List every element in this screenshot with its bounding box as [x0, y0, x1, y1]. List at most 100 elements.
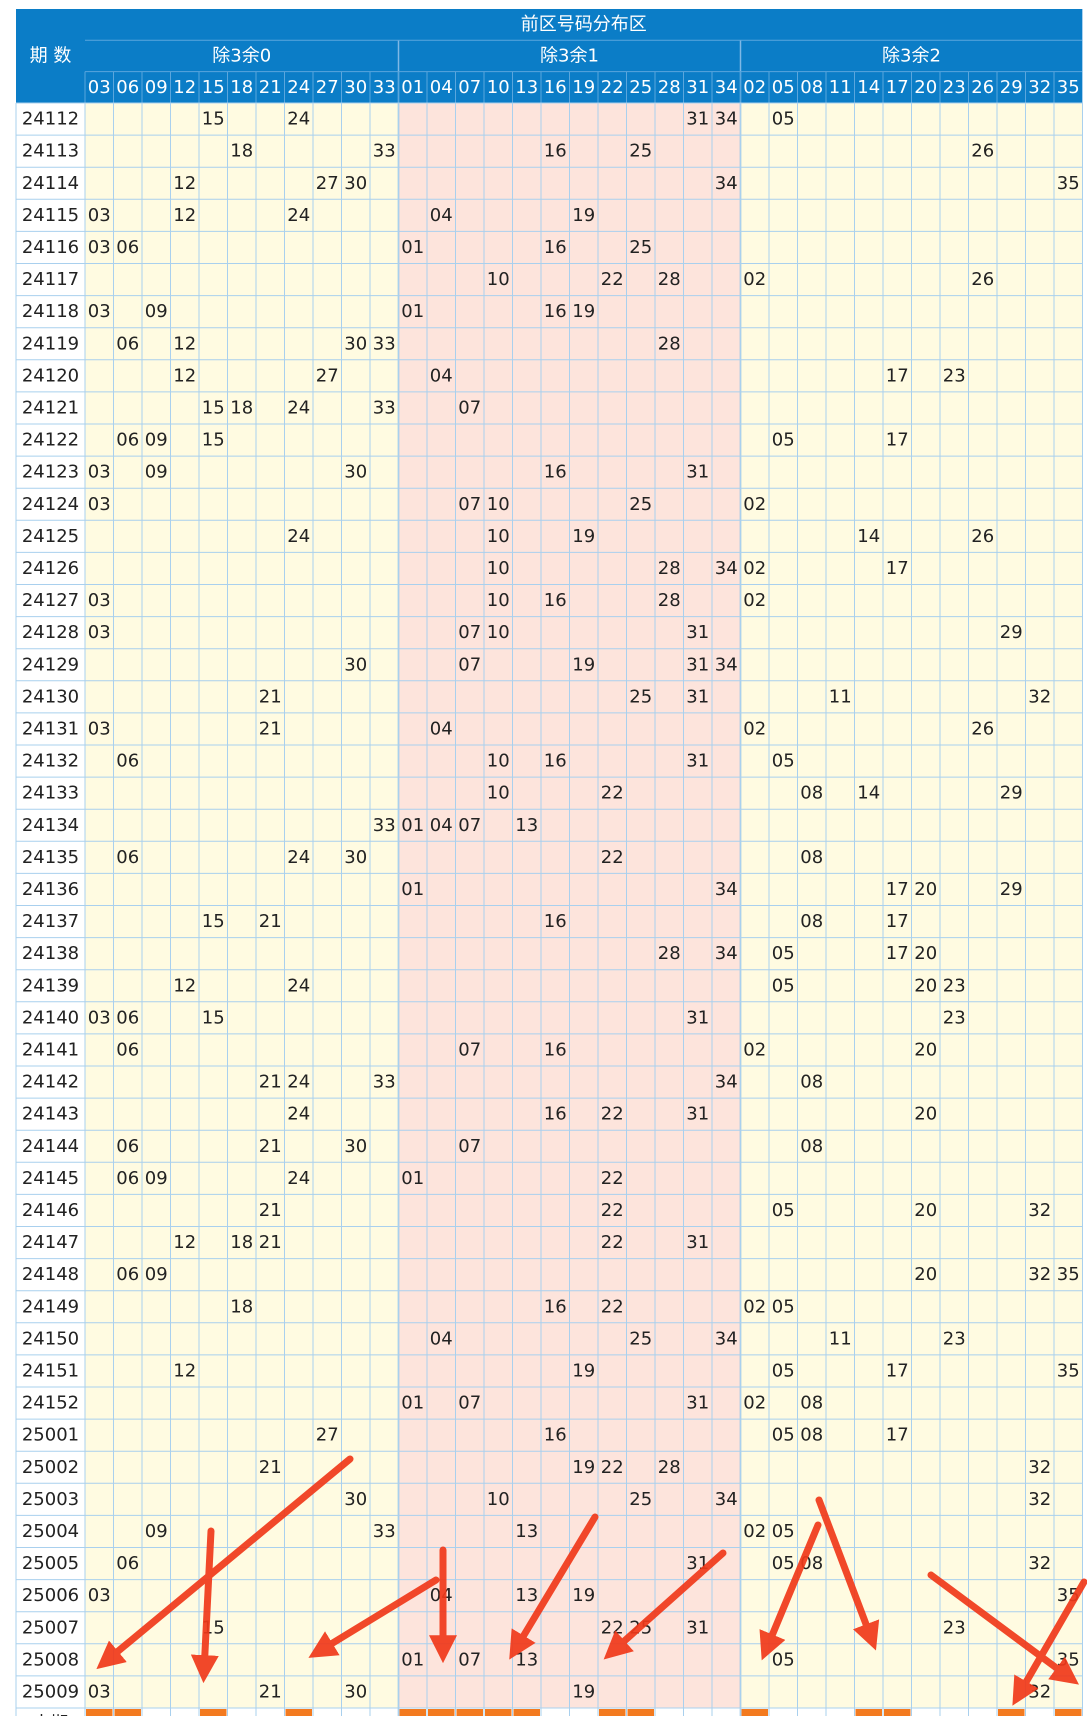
drawn-number: 08: [800, 1072, 823, 1093]
drawn-number: 06: [116, 1264, 139, 1285]
drawn-number: 21: [259, 911, 282, 932]
column-number: 10: [487, 77, 510, 98]
period: 24123: [22, 462, 79, 483]
drawn-number: 32: [1028, 686, 1051, 707]
period: 24127: [22, 590, 79, 611]
drawn-number: 25: [629, 494, 652, 515]
drawn-number: 16: [544, 141, 567, 162]
group-label: 除3余0: [212, 45, 271, 66]
current-number: 25: [629, 1714, 652, 1716]
drawn-number: 17: [886, 911, 909, 932]
column-bg: [769, 103, 798, 1716]
drawn-number: 04: [430, 1328, 453, 1349]
period: 24145: [22, 1168, 79, 1189]
drawn-number: 19: [572, 654, 595, 675]
drawn-number: 19: [572, 301, 595, 322]
drawn-number: 02: [743, 494, 766, 515]
column-number: 08: [800, 77, 823, 98]
drawn-number: 01: [401, 301, 424, 322]
column-bg: [569, 103, 598, 1716]
period: 24122: [22, 430, 79, 451]
period: 24131: [22, 718, 79, 739]
current-cell: [456, 1709, 483, 1716]
table-title: 前区号码分布区: [521, 14, 647, 35]
drawn-number: 19: [572, 526, 595, 547]
current-cell: [485, 1709, 512, 1716]
current-cell: [86, 1709, 113, 1716]
column-bg: [740, 103, 769, 1716]
drawn-number: 10: [487, 526, 510, 547]
column-number: 19: [572, 77, 595, 98]
current-number: 10: [487, 1714, 510, 1716]
period: 25008: [22, 1649, 79, 1670]
drawn-number: 19: [572, 1681, 595, 1702]
period: 24136: [22, 879, 79, 900]
column-bg: [227, 103, 256, 1716]
drawn-number: 30: [344, 173, 367, 194]
drawn-number: 24: [287, 1168, 310, 1189]
column-number: 24: [287, 77, 310, 98]
column-number: 22: [601, 77, 624, 98]
drawn-number: 16: [544, 1425, 567, 1446]
drawn-number: 20: [914, 1104, 937, 1125]
drawn-number: 33: [373, 141, 396, 162]
period: 24146: [22, 1200, 79, 1221]
drawn-number: 32: [1028, 1681, 1051, 1702]
drawn-number: 34: [715, 558, 738, 579]
drawn-number: 16: [544, 1039, 567, 1060]
drawn-number: 20: [914, 943, 937, 964]
drawn-number: 15: [202, 911, 225, 932]
arrow: [759, 1521, 822, 1661]
drawn-number: 24: [287, 526, 310, 547]
drawn-number: 28: [658, 269, 681, 290]
drawn-number: 30: [344, 333, 367, 354]
period: 24124: [22, 494, 79, 515]
drawn-number: 22: [601, 1296, 624, 1317]
drawn-number: 12: [173, 1232, 196, 1253]
drawn-number: 14: [857, 526, 880, 547]
drawn-number: 30: [344, 654, 367, 675]
drawn-number: 30: [344, 1136, 367, 1157]
drawn-number: 12: [173, 975, 196, 996]
drawn-number: 34: [715, 654, 738, 675]
period: 24115: [22, 205, 79, 226]
drawn-number: 02: [743, 718, 766, 739]
period: 24120: [22, 365, 79, 386]
column-number: 14: [857, 77, 880, 98]
drawn-number: 22: [601, 1232, 624, 1253]
drawn-number: 13: [515, 1585, 538, 1606]
drawn-number: 10: [487, 751, 510, 772]
column-number: 18: [230, 77, 253, 98]
texts: 03061524010407101322250214172935前区号码分布区期…: [22, 14, 1080, 1716]
drawn-number: 03: [88, 1007, 111, 1028]
drawn-number: 31: [686, 1232, 709, 1253]
drawn-number: 16: [544, 590, 567, 611]
drawn-number: 03: [88, 1681, 111, 1702]
drawn-number: 28: [658, 943, 681, 964]
period: 24134: [22, 815, 79, 836]
drawn-number: 31: [686, 1007, 709, 1028]
column-number: 05: [772, 77, 795, 98]
period: 24138: [22, 943, 79, 964]
drawn-number: 16: [544, 237, 567, 258]
current-number: 14: [857, 1714, 880, 1716]
column-number: 13: [515, 77, 538, 98]
drawn-number: 34: [715, 879, 738, 900]
arrow: [815, 1496, 880, 1651]
period: 25007: [22, 1617, 79, 1638]
column-bg: [541, 103, 570, 1716]
drawn-number: 33: [373, 333, 396, 354]
drawn-number: 04: [430, 815, 453, 836]
drawn-number: 03: [88, 237, 111, 258]
drawn-number: 27: [316, 1425, 339, 1446]
period: 25003: [22, 1489, 79, 1510]
grid: [15, 9, 1083, 1716]
drawn-number: 26: [971, 526, 994, 547]
header-bg: [16, 9, 1083, 103]
column-number: 17: [886, 77, 909, 98]
drawn-number: 12: [173, 333, 196, 354]
column-bg: [655, 103, 684, 1716]
drawn-number: 03: [88, 205, 111, 226]
column-number: 30: [344, 77, 367, 98]
period: 24140: [22, 1007, 79, 1028]
